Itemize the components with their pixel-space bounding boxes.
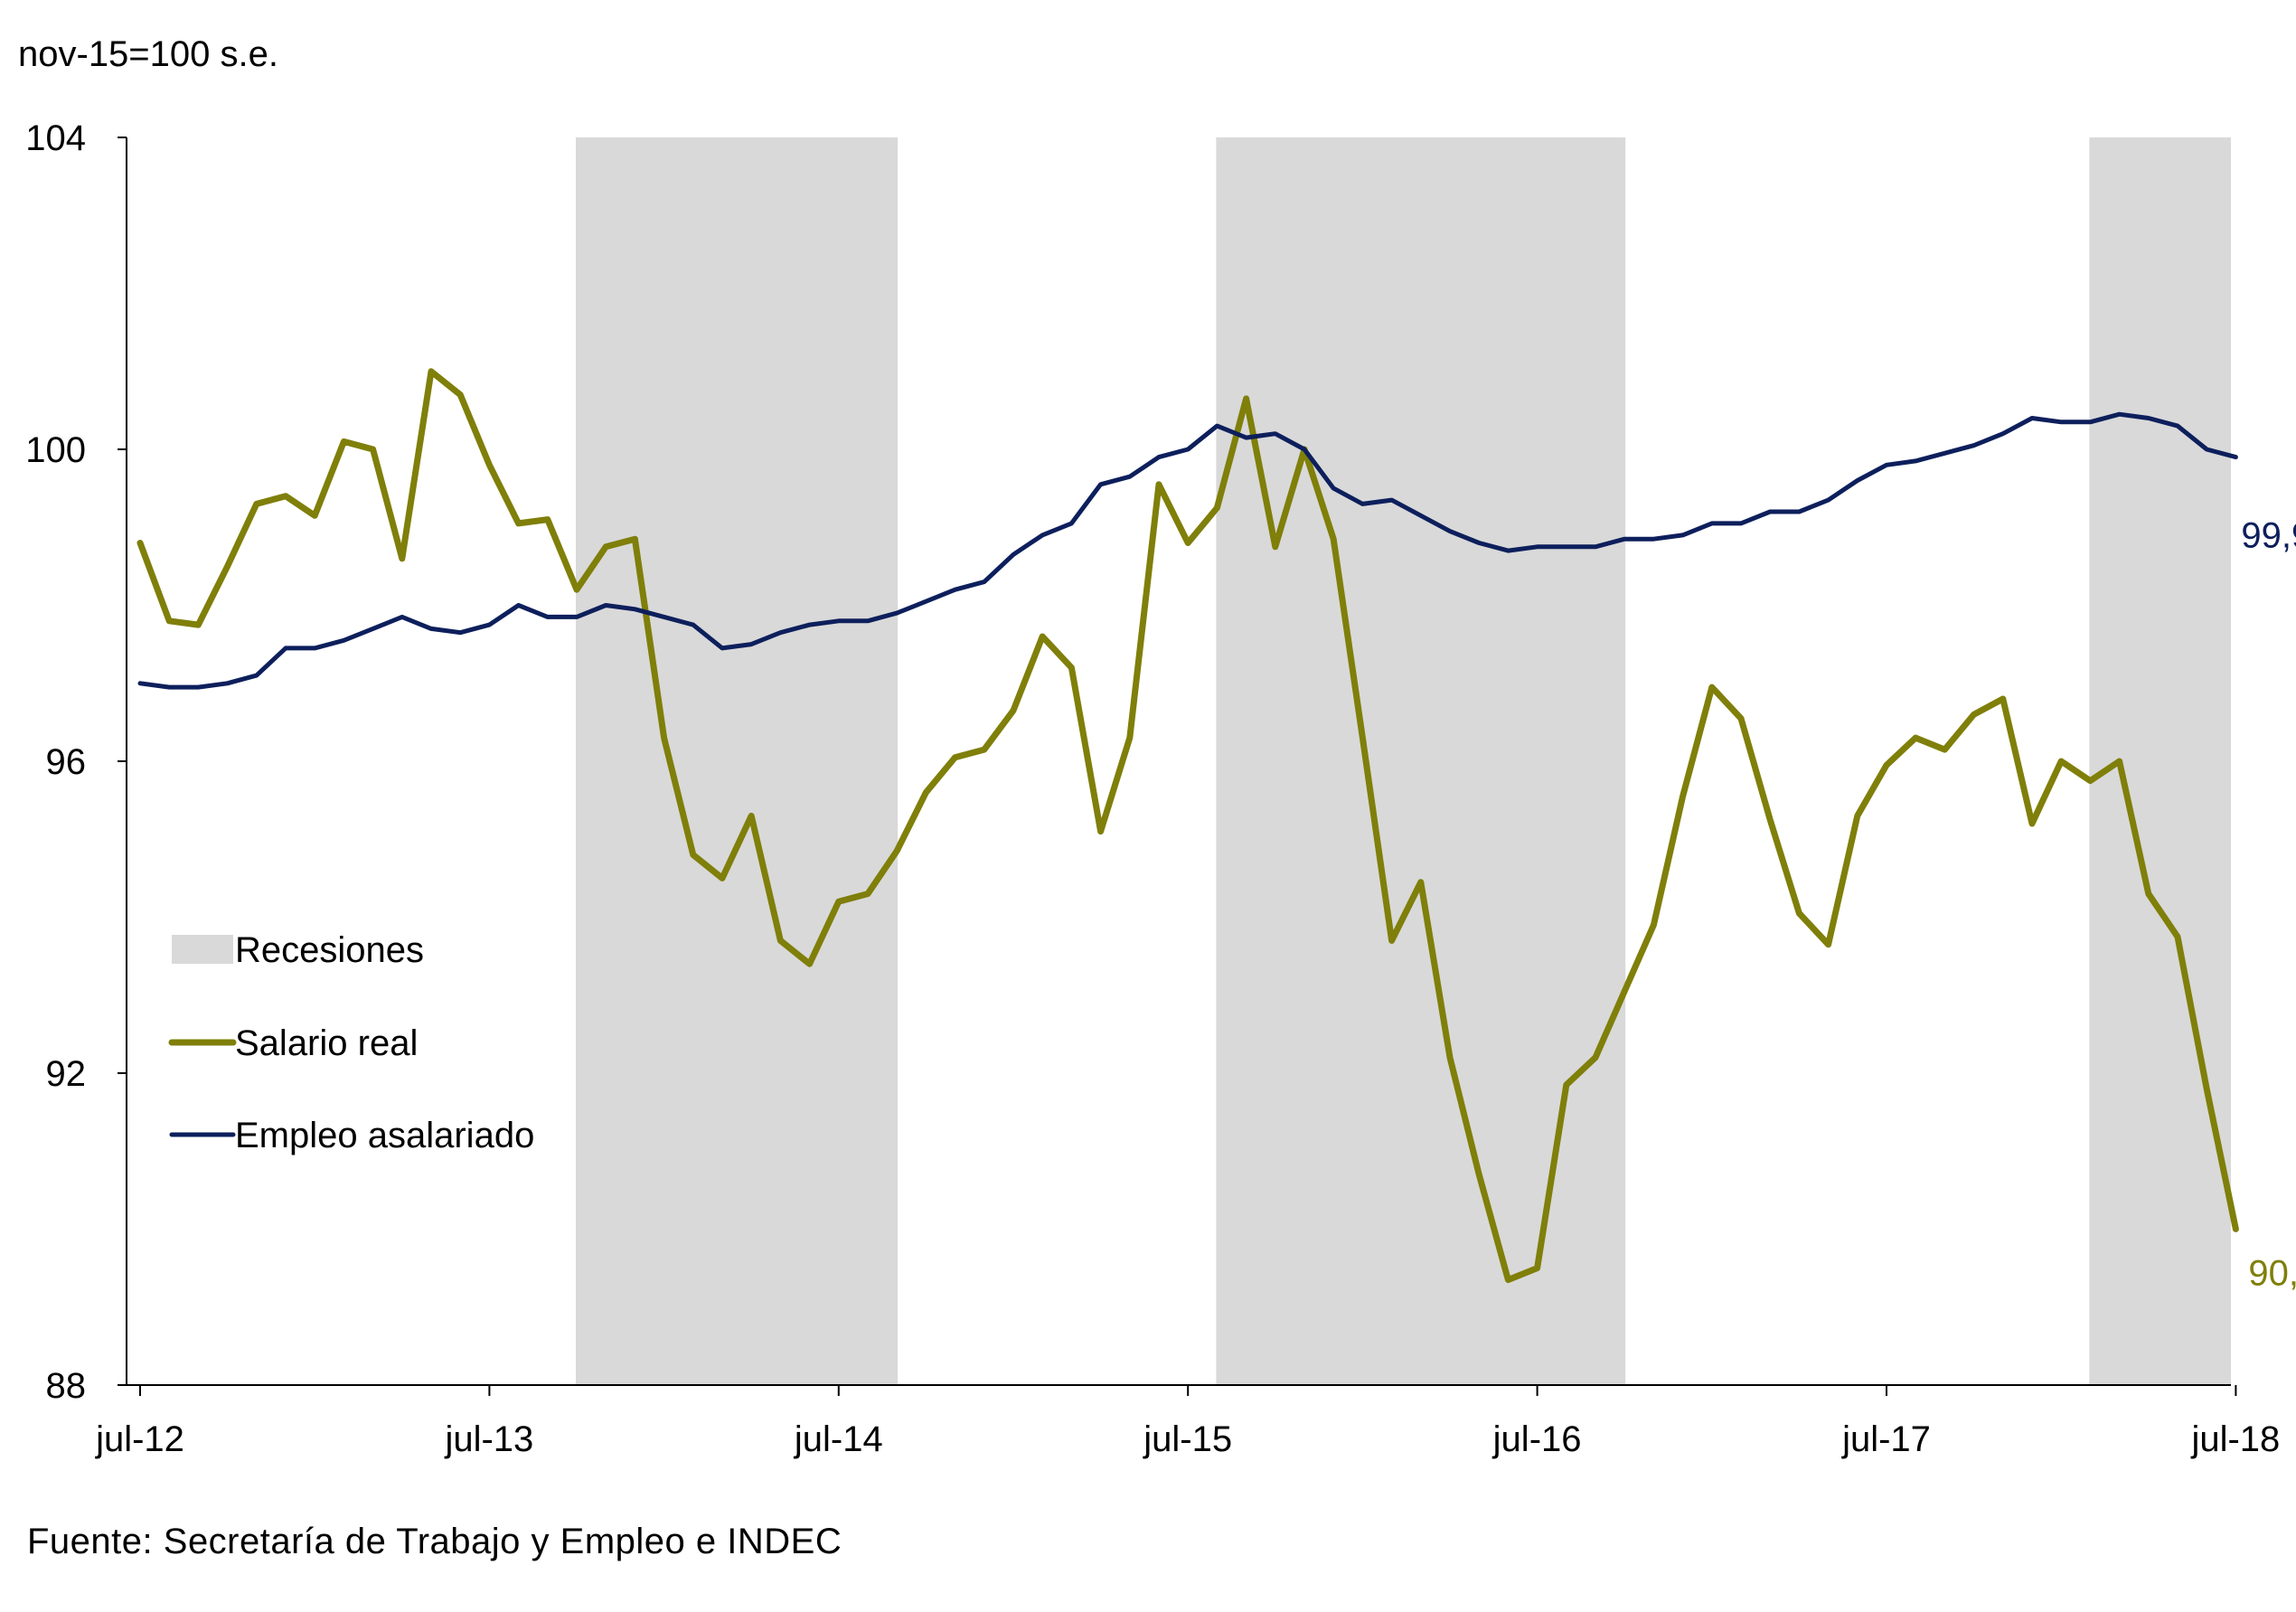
unit-label: nov-15=100 s.e. (18, 34, 278, 74)
x-axis-ticks: jul-12 jul-13 jul-14 jul-15 jul-16 jul-17 jul-… (95, 1385, 2280, 1459)
series-lines (136, 368, 2239, 1284)
legend: Recesiones Salario real Empleo asalariado (168, 930, 534, 1155)
source-note: Fuente: Secretaría de Trabajo y Empleo e… (27, 1522, 842, 1561)
legend-swatch-recesiones (172, 935, 233, 964)
x-tick-label: jul-12 (95, 1419, 184, 1459)
axes (126, 137, 2231, 1386)
legend-label-empleo-asalariado: Empleo asalariado (235, 1116, 534, 1155)
legend-label-salario-real: Salario real (235, 1023, 418, 1063)
x-tick-label: jul-13 (444, 1419, 533, 1459)
end-label-empleo-asalariado: 99,9 (2241, 516, 2296, 556)
y-axis-ticks: 104 100 96 92 88 (25, 118, 127, 1406)
x-tick-label: jul-15 (1143, 1419, 1232, 1459)
end-label-salario-real: 90,0 (2248, 1254, 2296, 1294)
x-tick-label: jul-14 (794, 1419, 883, 1459)
y-tick-label: 96 (46, 742, 87, 782)
x-tick-label: jul-18 (2190, 1419, 2280, 1459)
recession-band-2 (1216, 137, 1626, 1385)
recession-band-3 (2089, 137, 2231, 1385)
recession-bands (576, 137, 2231, 1385)
series-line-empleo-asalariado (137, 411, 2238, 690)
x-tick-label: jul-16 (1492, 1419, 1582, 1459)
x-tick-label: jul-17 (1841, 1419, 1931, 1459)
legend-label-recesiones: Recesiones (235, 930, 424, 970)
end-value-labels: 90,0 99,9 (2241, 516, 2296, 1294)
y-tick-label: 88 (46, 1366, 87, 1406)
recession-band-1 (576, 137, 899, 1385)
y-tick-label: 92 (46, 1054, 87, 1094)
series-line-salario-real (136, 368, 2239, 1284)
y-tick-label: 104 (25, 118, 86, 158)
y-tick-label: 100 (25, 430, 86, 470)
